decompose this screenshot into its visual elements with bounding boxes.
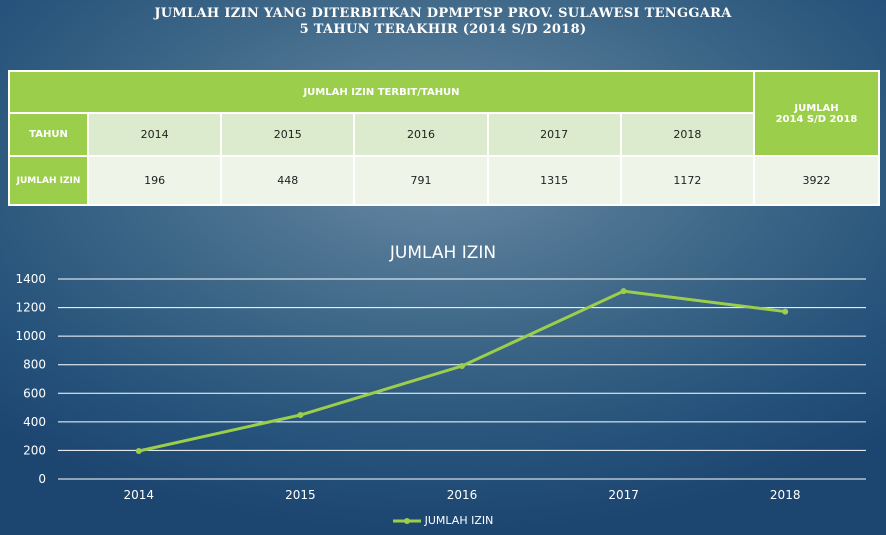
x-tick-label: 2018: [770, 488, 801, 502]
year-cell: 2018: [619, 112, 756, 157]
count-cell: 1172: [619, 155, 756, 206]
year-cell: 2014: [86, 112, 223, 157]
data-point: [297, 412, 304, 418]
total-cell: 3922: [753, 155, 880, 206]
data-point: [135, 448, 142, 454]
y-tick-label: 0: [38, 472, 46, 486]
count-cell: 1315: [486, 155, 622, 206]
group-header: JUMLAH IZIN TERBIT/TAHUN: [8, 70, 755, 114]
y-tick-label: 1400: [15, 272, 46, 286]
x-tick-label: 2016: [447, 488, 478, 502]
series-line: [138, 289, 786, 453]
line-chart: JUMLAH IZIN 0 200 400 600 800 1000 1200 1400 201…: [15, 243, 866, 502]
legend-line-icon: [392, 517, 421, 524]
y-tick-label: 800: [23, 358, 46, 372]
year-row-label: TAHUN: [8, 112, 89, 157]
legend: JUMLAH IZIN: [0, 514, 886, 527]
count-cell: 448: [220, 155, 356, 206]
page-title: JUMLAH IZIN YANG DITERBITKAN DPMPTSP PRO…: [0, 6, 886, 38]
x-tick-label: 2015: [285, 488, 316, 502]
count-cell: 791: [353, 155, 489, 206]
chart-title: JUMLAH IZIN: [389, 243, 496, 263]
total-header: JUMLAH 2014 S/D 2018: [753, 70, 880, 157]
count-row-label: JUMLAH IZIN: [8, 155, 89, 206]
y-tick-label: 1200: [15, 301, 46, 315]
title-line-1: JUMLAH IZIN YANG DITERBITKAN DPMPTSP PRO…: [154, 6, 732, 21]
x-tick-label: 2014: [124, 488, 155, 502]
data-point: [782, 308, 789, 315]
legend-label: JUMLAH IZIN: [424, 514, 494, 527]
x-tick-label: 2017: [608, 488, 639, 502]
y-tick-label: 200: [23, 443, 46, 457]
summary-table: JUMLAH IZIN TERBIT/TAHUN JUMLAH 2014 S/D…: [8, 70, 880, 206]
y-tick-label: 600: [23, 386, 46, 400]
year-cell: 2015: [220, 112, 356, 157]
data-point: [459, 363, 465, 369]
y-tick-label: 1000: [15, 329, 46, 343]
count-cell: 196: [86, 155, 223, 206]
y-tick-label: 400: [23, 415, 46, 429]
total-header-line-1: JUMLAH: [794, 102, 839, 114]
data-point: [620, 288, 627, 295]
title-line-2: 5 TAHUN TERAKHIR (2014 S/D 2018): [299, 22, 587, 37]
year-cell: 2017: [486, 112, 622, 157]
year-cell: 2016: [353, 112, 489, 157]
total-header-line-2: 2014 S/D 2018: [775, 113, 858, 125]
